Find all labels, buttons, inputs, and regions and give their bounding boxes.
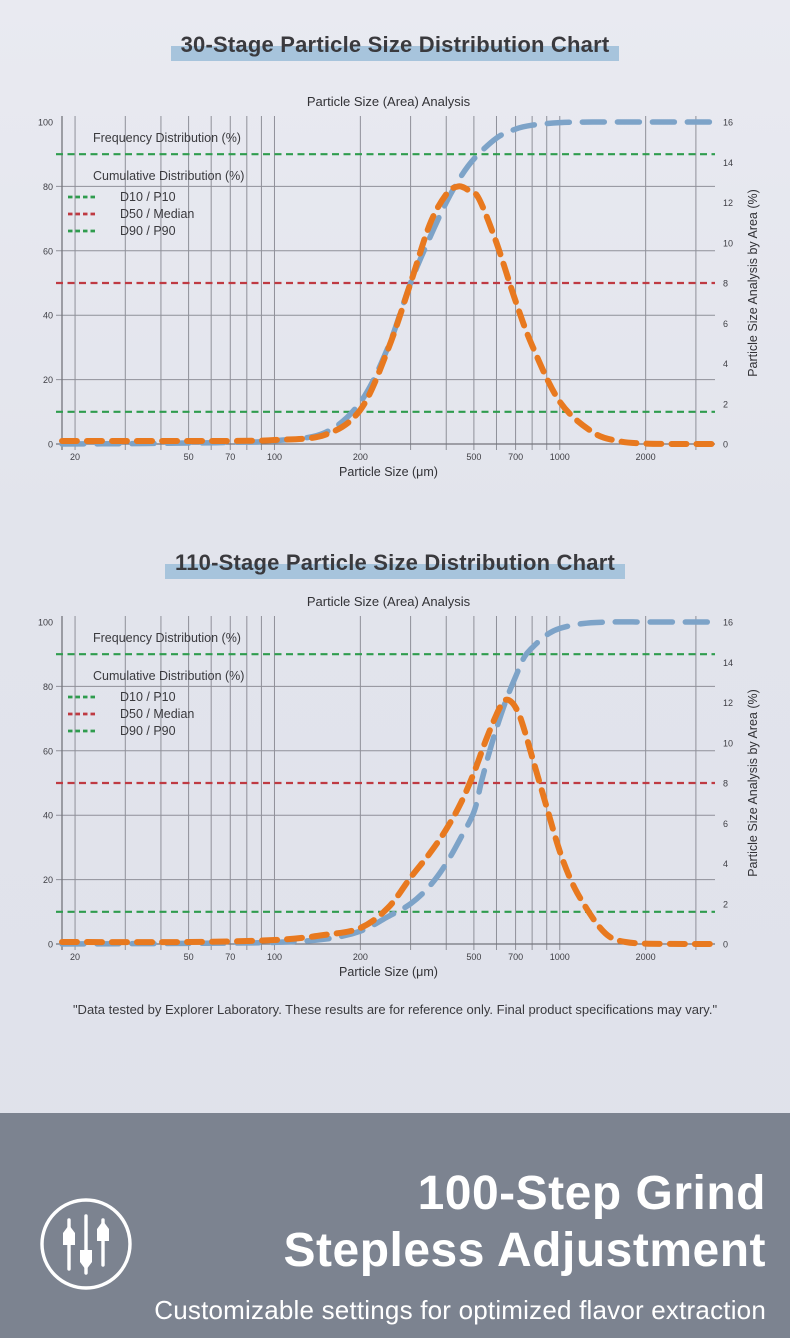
chart-canvas-110-stage: Particle Size (Area) Analysis02040608010… [38, 596, 760, 979]
svg-text:16: 16 [723, 118, 733, 128]
svg-text:2000: 2000 [636, 952, 656, 962]
svg-text:10: 10 [723, 238, 733, 248]
legend-item-label: D50 / Median [120, 707, 194, 721]
svg-text:6: 6 [723, 319, 728, 329]
chart-title-highlight: 110-Stage Particle Size Distribution Cha… [165, 550, 625, 579]
svg-text:6: 6 [723, 819, 728, 829]
x-tick-labels: 20 50 70 100 200 500 700 1000 2000 [70, 452, 656, 462]
y-right-tick-labels: 0 2 4 6 8 10 12 14 16 [723, 618, 733, 950]
x-gridlines [74, 616, 697, 950]
svg-text:12: 12 [723, 698, 733, 708]
svg-text:2000: 2000 [636, 452, 656, 462]
svg-text:40: 40 [43, 811, 53, 821]
svg-text:8: 8 [723, 279, 728, 289]
chart-title-30-stage: 30-Stage Particle Size Distribution Char… [0, 0, 790, 61]
svg-text:50: 50 [184, 452, 194, 462]
svg-text:20: 20 [70, 952, 80, 962]
x-axis-title: Particle Size (μm) [339, 965, 438, 979]
svg-text:10: 10 [723, 738, 733, 748]
y-right-axis-title: Particle Size Analysis by Area (%) [746, 189, 760, 377]
svg-text:70: 70 [225, 452, 235, 462]
series-frequency [59, 183, 718, 448]
feature-heading-line-1: 100-Step Grind [417, 1167, 766, 1220]
svg-text:1000: 1000 [550, 952, 570, 962]
legend: Frequency Distribution (%) Cumulative Dis… [68, 631, 244, 738]
svg-text:200: 200 [353, 952, 368, 962]
legend-item-label: D90 / P90 [120, 724, 176, 738]
svg-text:0: 0 [48, 940, 53, 950]
svg-text:4: 4 [723, 359, 728, 369]
slider-middle [80, 1214, 92, 1275]
series-cumulative [59, 619, 718, 947]
svg-text:14: 14 [723, 158, 733, 168]
svg-text:100: 100 [38, 618, 53, 628]
svg-text:20: 20 [70, 452, 80, 462]
grind-adjustment-sliders-icon [40, 1198, 132, 1290]
svg-text:4: 4 [723, 859, 728, 869]
svg-text:200: 200 [353, 452, 368, 462]
y-gridlines [56, 185, 715, 381]
series-frequency [59, 696, 718, 948]
feature-heading-line-2: Stepless Adjustment [283, 1224, 766, 1277]
y-right-axis-title: Particle Size Analysis by Area (%) [746, 689, 760, 877]
svg-text:80: 80 [43, 682, 53, 692]
legend-item-label: D10 / P10 [120, 690, 176, 704]
svg-text:8: 8 [723, 779, 728, 789]
svg-text:40: 40 [43, 311, 53, 321]
svg-text:2: 2 [723, 399, 728, 409]
y-gridlines [56, 685, 715, 881]
svg-text:2: 2 [723, 899, 728, 909]
legend-header: Cumulative Distribution (%) [93, 669, 244, 683]
svg-text:20: 20 [43, 875, 53, 885]
legend-header: Frequency Distribution (%) [93, 131, 241, 145]
chart-title-highlight: 30-Stage Particle Size Distribution Char… [170, 32, 620, 61]
x-axis-title: Particle Size (μm) [339, 465, 438, 479]
y-left-tick-labels: 0 20 40 60 80 100 [38, 618, 53, 950]
svg-text:500: 500 [466, 452, 481, 462]
svg-text:80: 80 [43, 182, 53, 192]
feature-subheading: Customizable settings for optimized flav… [154, 1295, 766, 1325]
svg-text:700: 700 [508, 452, 523, 462]
legend-item-label: D50 / Median [120, 207, 194, 221]
lab-disclaimer: "Data tested by Explorer Laboratory. The… [72, 1002, 718, 1017]
y-right-tick-labels: 0 2 4 6 8 10 12 14 16 [723, 118, 733, 450]
svg-text:1000: 1000 [550, 452, 570, 462]
svg-text:14: 14 [723, 658, 733, 668]
svg-text:500: 500 [466, 952, 481, 962]
svg-text:16: 16 [723, 618, 733, 628]
chart-subtitle: Particle Size (Area) Analysis [307, 596, 471, 609]
slider-left [63, 1218, 75, 1271]
svg-text:50: 50 [184, 952, 194, 962]
legend-header: Cumulative Distribution (%) [93, 169, 244, 183]
slider-right [97, 1218, 109, 1267]
svg-text:0: 0 [723, 940, 728, 950]
svg-text:100: 100 [38, 118, 53, 128]
svg-text:12: 12 [723, 198, 733, 208]
legend-item-label: D10 / P10 [120, 190, 176, 204]
legend: Frequency Distribution (%) Cumulative Dis… [68, 131, 244, 238]
y-left-tick-labels: 0 20 40 60 80 100 [38, 118, 53, 450]
svg-text:700: 700 [508, 952, 523, 962]
icon-circle [40, 1198, 132, 1290]
x-tick-labels: 20 50 70 100 200 500 700 1000 2000 [70, 952, 656, 962]
svg-text:70: 70 [225, 952, 235, 962]
svg-text:100: 100 [267, 452, 282, 462]
feature-heading: 100-Step Grind Stepless Adjustment [284, 1165, 767, 1279]
feature-band: 100-Step Grind Stepless Adjustment Custom… [0, 1113, 790, 1338]
svg-text:60: 60 [43, 746, 53, 756]
svg-text:20: 20 [43, 375, 53, 385]
chart-subtitle: Particle Size (Area) Analysis [307, 96, 471, 109]
legend-header: Frequency Distribution (%) [93, 631, 241, 645]
svg-text:60: 60 [43, 246, 53, 256]
chart-title-110-stage: 110-Stage Particle Size Distribution Cha… [0, 550, 790, 579]
legend-item-label: D90 / P90 [120, 224, 176, 238]
svg-text:0: 0 [723, 440, 728, 450]
chart-canvas-30-stage: Particle Size (Area) Analysis02040608010… [38, 96, 760, 479]
svg-text:0: 0 [48, 440, 53, 450]
svg-text:100: 100 [267, 952, 282, 962]
